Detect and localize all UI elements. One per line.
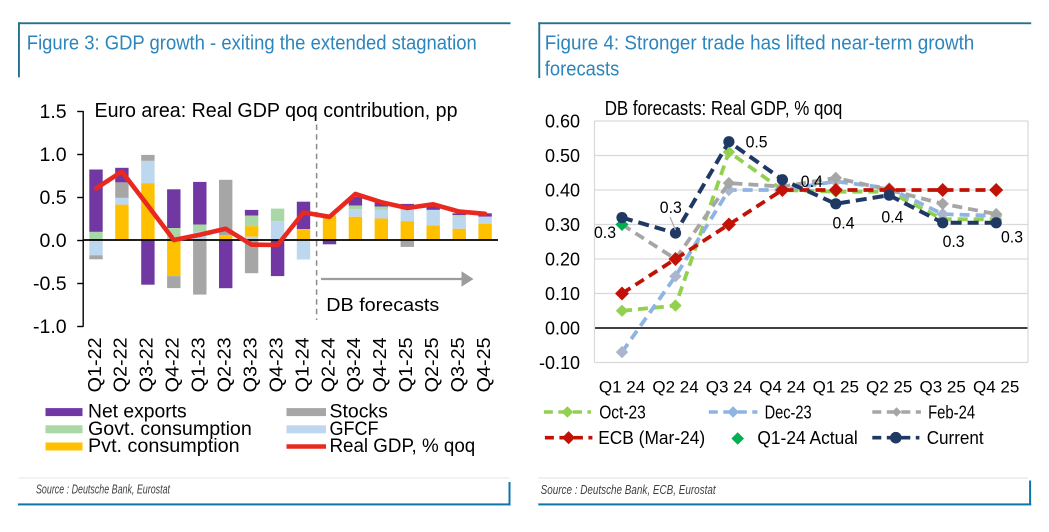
svg-text:-0.5: -0.5	[33, 273, 67, 295]
svg-text:0.40: 0.40	[545, 180, 580, 200]
svg-text:Q2 25: Q2 25	[866, 378, 912, 397]
svg-text:0.5: 0.5	[746, 134, 768, 152]
svg-text:Q4-25: Q4-25	[473, 337, 494, 392]
svg-text:GFCF: GFCF	[330, 419, 379, 440]
svg-text:Q3 25: Q3 25	[920, 378, 966, 397]
svg-text:0.5: 0.5	[39, 187, 66, 209]
svg-text:Q2-22: Q2-22	[110, 337, 131, 392]
svg-text:ECB (Mar-24): ECB (Mar-24)	[598, 427, 705, 448]
svg-text:Q1 24: Q1 24	[599, 378, 645, 397]
svg-text:0.20: 0.20	[545, 249, 580, 269]
svg-text:-1.0: -1.0	[33, 316, 67, 338]
svg-text:Q3-23: Q3-23	[239, 337, 260, 392]
svg-text:Q4-23: Q4-23	[265, 337, 286, 392]
svg-text:0.50: 0.50	[545, 146, 580, 166]
svg-text:Q3-24: Q3-24	[343, 337, 364, 392]
svg-text:1.0: 1.0	[39, 144, 66, 166]
svg-text:Q1-25: Q1-25	[395, 337, 416, 392]
svg-text:Q2-23: Q2-23	[214, 337, 235, 392]
svg-text:Source : Deutsche Bank, ECB, E: Source : Deutsche Bank, ECB, Eurostat	[541, 483, 716, 497]
svg-text:Q2-25: Q2-25	[421, 337, 442, 392]
svg-text:Feb-24: Feb-24	[928, 401, 975, 422]
svg-text:DB forecasts: Real GDP, % qoq: DB forecasts: Real GDP, % qoq	[605, 97, 843, 120]
svg-text:0.4: 0.4	[881, 209, 903, 227]
svg-text:0.3: 0.3	[1001, 229, 1023, 247]
svg-text:1.5: 1.5	[39, 101, 66, 123]
svg-text:Q1-22: Q1-22	[84, 337, 105, 392]
svg-text:0.10: 0.10	[545, 284, 580, 304]
svg-text:Current: Current	[927, 427, 984, 448]
svg-text:Q2-24: Q2-24	[317, 337, 338, 392]
svg-text:0.3: 0.3	[594, 224, 616, 242]
svg-text:0.3: 0.3	[943, 233, 965, 251]
svg-text:Q1 25: Q1 25	[813, 378, 859, 397]
svg-text:Q4-24: Q4-24	[369, 337, 390, 392]
svg-text:Q3 24: Q3 24	[706, 378, 752, 397]
svg-text:Figure 3: GDP growth - exiting: Figure 3: GDP growth - exiting the exten…	[27, 31, 477, 54]
svg-text:Dec-23: Dec-23	[765, 401, 812, 422]
svg-text:Q1-24: Q1-24	[291, 337, 312, 392]
svg-text:Figure 4: Stronger trade has l: Figure 4: Stronger trade has lifted near…	[545, 31, 975, 54]
svg-text:Pvt. consumption: Pvt. consumption	[88, 436, 240, 457]
svg-text:Q1-23: Q1-23	[188, 337, 209, 392]
svg-text:Q1-24 Actual: Q1-24 Actual	[757, 427, 857, 448]
svg-text:Govt. consumption: Govt. consumption	[88, 419, 252, 440]
svg-text:0.4: 0.4	[801, 173, 823, 191]
svg-text:0.3: 0.3	[660, 199, 682, 217]
svg-text:Q3-25: Q3-25	[447, 337, 468, 392]
svg-text:Q3-22: Q3-22	[136, 337, 157, 392]
svg-text:Q4-22: Q4-22	[162, 337, 183, 392]
svg-text:0.30: 0.30	[545, 215, 580, 235]
svg-text:Oct-23: Oct-23	[599, 401, 646, 422]
svg-text:DB forecasts: DB forecasts	[326, 294, 439, 315]
svg-text:0.4: 0.4	[833, 214, 855, 232]
svg-text:0.0: 0.0	[39, 230, 66, 252]
svg-text:0.00: 0.00	[545, 318, 580, 338]
svg-text:Source : Deutsche Bank, Eurost: Source : Deutsche Bank, Eurostat	[36, 482, 170, 496]
svg-text:Q2 24: Q2 24	[652, 378, 698, 397]
svg-text:0.60: 0.60	[545, 111, 580, 131]
svg-text:Q4 24: Q4 24	[759, 378, 805, 397]
svg-text:Q4 25: Q4 25	[973, 378, 1019, 397]
svg-text:Real GDP, % qoq: Real GDP, % qoq	[330, 436, 476, 457]
svg-text:forecasts: forecasts	[545, 58, 620, 81]
svg-text:Euro area: Real GDP qoq contri: Euro area: Real GDP qoq contribution, pp	[95, 99, 458, 122]
svg-text:-0.10: -0.10	[539, 353, 580, 373]
svg-text:Stocks: Stocks	[330, 402, 388, 423]
svg-text:Net exports: Net exports	[88, 402, 187, 423]
